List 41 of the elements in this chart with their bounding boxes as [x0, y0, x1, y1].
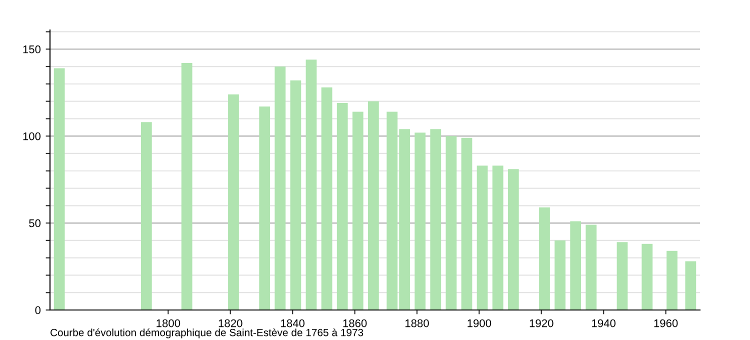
- x-tick-label: 1820: [218, 319, 242, 328]
- x-tick-label: 1920: [530, 319, 554, 328]
- bar: [336, 103, 348, 310]
- bar: [642, 244, 653, 310]
- bar: [306, 60, 317, 310]
- text: Courbe d'évolution démographique de Saint-Estève de 1765 à 1973: [50, 328, 364, 338]
- bar: [140, 122, 152, 310]
- bar: [274, 66, 286, 310]
- bar: [430, 129, 442, 310]
- bar: [492, 166, 504, 310]
- bar: [368, 101, 379, 310]
- x-tick-label: 1860: [343, 319, 367, 328]
- x-tick-label: 1800: [156, 319, 180, 328]
- bar: [181, 63, 192, 310]
- x-tick-label: 1840: [281, 319, 305, 328]
- bar: [508, 169, 519, 310]
- bar: [586, 224, 597, 310]
- bar: [476, 166, 488, 310]
- x-tick-label: 1880: [405, 319, 429, 328]
- y-tick-label: 100: [23, 132, 41, 140]
- bar: [685, 261, 696, 310]
- bar: [461, 138, 472, 310]
- bar: [321, 87, 332, 310]
- bar: [352, 112, 364, 310]
- bar: [570, 221, 582, 310]
- x-tick-label: 1900: [468, 319, 492, 328]
- bar: [259, 106, 270, 310]
- bar: [666, 250, 678, 310]
- bar: [446, 136, 457, 310]
- y-tick-label: 0: [35, 306, 41, 314]
- y-tick-label: 50: [29, 219, 41, 228]
- bar: [616, 242, 628, 310]
- x-tick-label: 1960: [654, 319, 678, 328]
- x-tick-label: 1940: [592, 319, 616, 328]
- bar: [554, 240, 566, 310]
- bar: [539, 207, 550, 310]
- bar: [228, 94, 239, 310]
- bar: [290, 80, 302, 310]
- bar: [54, 68, 65, 310]
- y-tick-label: 150: [23, 45, 41, 54]
- bar: [414, 132, 426, 310]
